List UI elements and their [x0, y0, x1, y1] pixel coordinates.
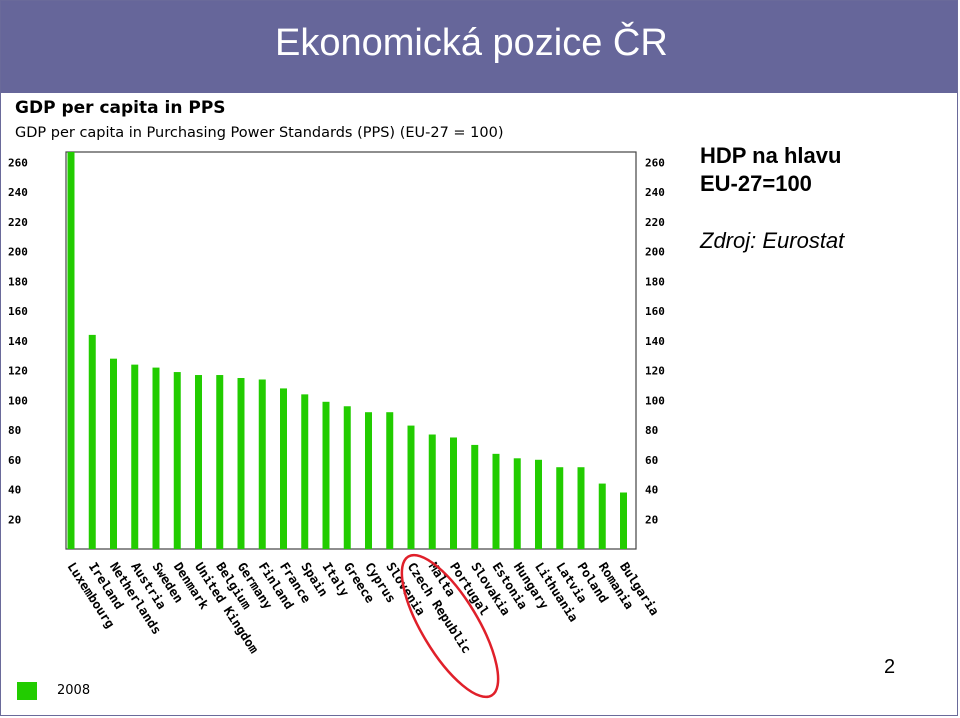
bar-romania	[598, 483, 606, 549]
bar-malta	[428, 434, 436, 549]
y-tick-right: 260	[645, 156, 665, 169]
side-note: HDP na hlavu EU-27=100	[700, 142, 841, 198]
note-line-2: EU-27=100	[700, 171, 812, 196]
y-tick-left: 60	[8, 454, 21, 467]
bar-austria	[131, 364, 139, 549]
y-tick-right: 220	[645, 216, 665, 229]
bar-denmark	[173, 372, 181, 549]
y-tick-right: 240	[645, 186, 665, 199]
x-axis-labels: LuxembourgIrelandNetherlandsAustriaSwede…	[64, 559, 662, 656]
y-tick-left: 20	[8, 513, 21, 526]
bar-lithuania	[535, 459, 542, 549]
chart-subtitle: GDP per capita in Purchasing Power Stand…	[15, 125, 504, 141]
y-tick-left: 260	[8, 156, 28, 169]
y-tick-right: 200	[645, 246, 665, 259]
bar-luxembourg	[67, 152, 75, 549]
bars	[67, 152, 627, 549]
y-tick-left: 180	[8, 275, 28, 288]
y-tick-right: 20	[645, 513, 658, 526]
bar-spain	[301, 394, 309, 549]
bar-bulgaria	[620, 492, 627, 549]
y-tick-right: 140	[645, 335, 665, 348]
bar-portugal	[450, 437, 457, 549]
y-tick-left: 120	[8, 365, 28, 378]
bar-ireland	[88, 334, 96, 549]
y-tick-right: 80	[645, 424, 658, 437]
y-tick-right: 40	[645, 484, 658, 497]
y-tick-left: 240	[8, 186, 28, 199]
plot-area	[65, 151, 637, 550]
y-tick-left: 200	[8, 246, 28, 259]
bar-sweden	[152, 367, 160, 549]
y-tick-right: 160	[645, 305, 665, 318]
bar-slovakia	[471, 444, 479, 549]
slide-title: Ekonomická pozice ČR	[275, 22, 668, 64]
chart-title: GDP per capita in PPS	[15, 98, 226, 118]
legend-label: 2008	[57, 683, 90, 698]
bar-france	[280, 388, 287, 549]
y-tick-left: 40	[8, 484, 21, 497]
bar-latvia	[556, 467, 564, 549]
bar-estonia	[492, 453, 500, 549]
note-line-1: HDP na hlavu	[700, 143, 842, 168]
bar-netherlands	[110, 358, 117, 549]
bar-greece	[343, 406, 351, 549]
bar-belgium	[216, 375, 224, 549]
y-tick-left: 220	[8, 216, 28, 229]
bar-slovenia	[386, 412, 394, 549]
czech-republic-highlight	[400, 553, 500, 699]
bar-czech-republic	[407, 425, 415, 549]
header-band	[1, 1, 957, 93]
y-tick-left: 160	[8, 305, 28, 318]
bar-germany	[237, 378, 245, 549]
bar-finland	[258, 379, 266, 549]
page-number: 2	[884, 656, 896, 678]
source-note: Zdroj: Eurostat	[700, 228, 845, 253]
legend-swatch	[17, 682, 37, 700]
y-tick-left: 100	[8, 394, 28, 407]
y-tick-right: 60	[645, 454, 658, 467]
y-tick-right: 120	[645, 365, 665, 378]
bar-poland	[577, 467, 585, 549]
bar-italy	[322, 401, 330, 549]
y-axis-right: 20 40 60 80 100 120 140 160 180 200 220 240 260	[645, 156, 665, 526]
bar-cyprus	[365, 412, 372, 549]
y-tick-right: 180	[645, 275, 665, 288]
y-tick-left: 80	[8, 424, 21, 437]
bar-united-kingdom	[195, 375, 202, 549]
y-axis-left: 20 40 60 80 100 120 140 160 180 200 220 240 260	[8, 156, 28, 526]
y-tick-right: 100	[645, 394, 665, 407]
y-tick-left: 140	[8, 335, 28, 348]
bar-hungary	[513, 458, 521, 549]
